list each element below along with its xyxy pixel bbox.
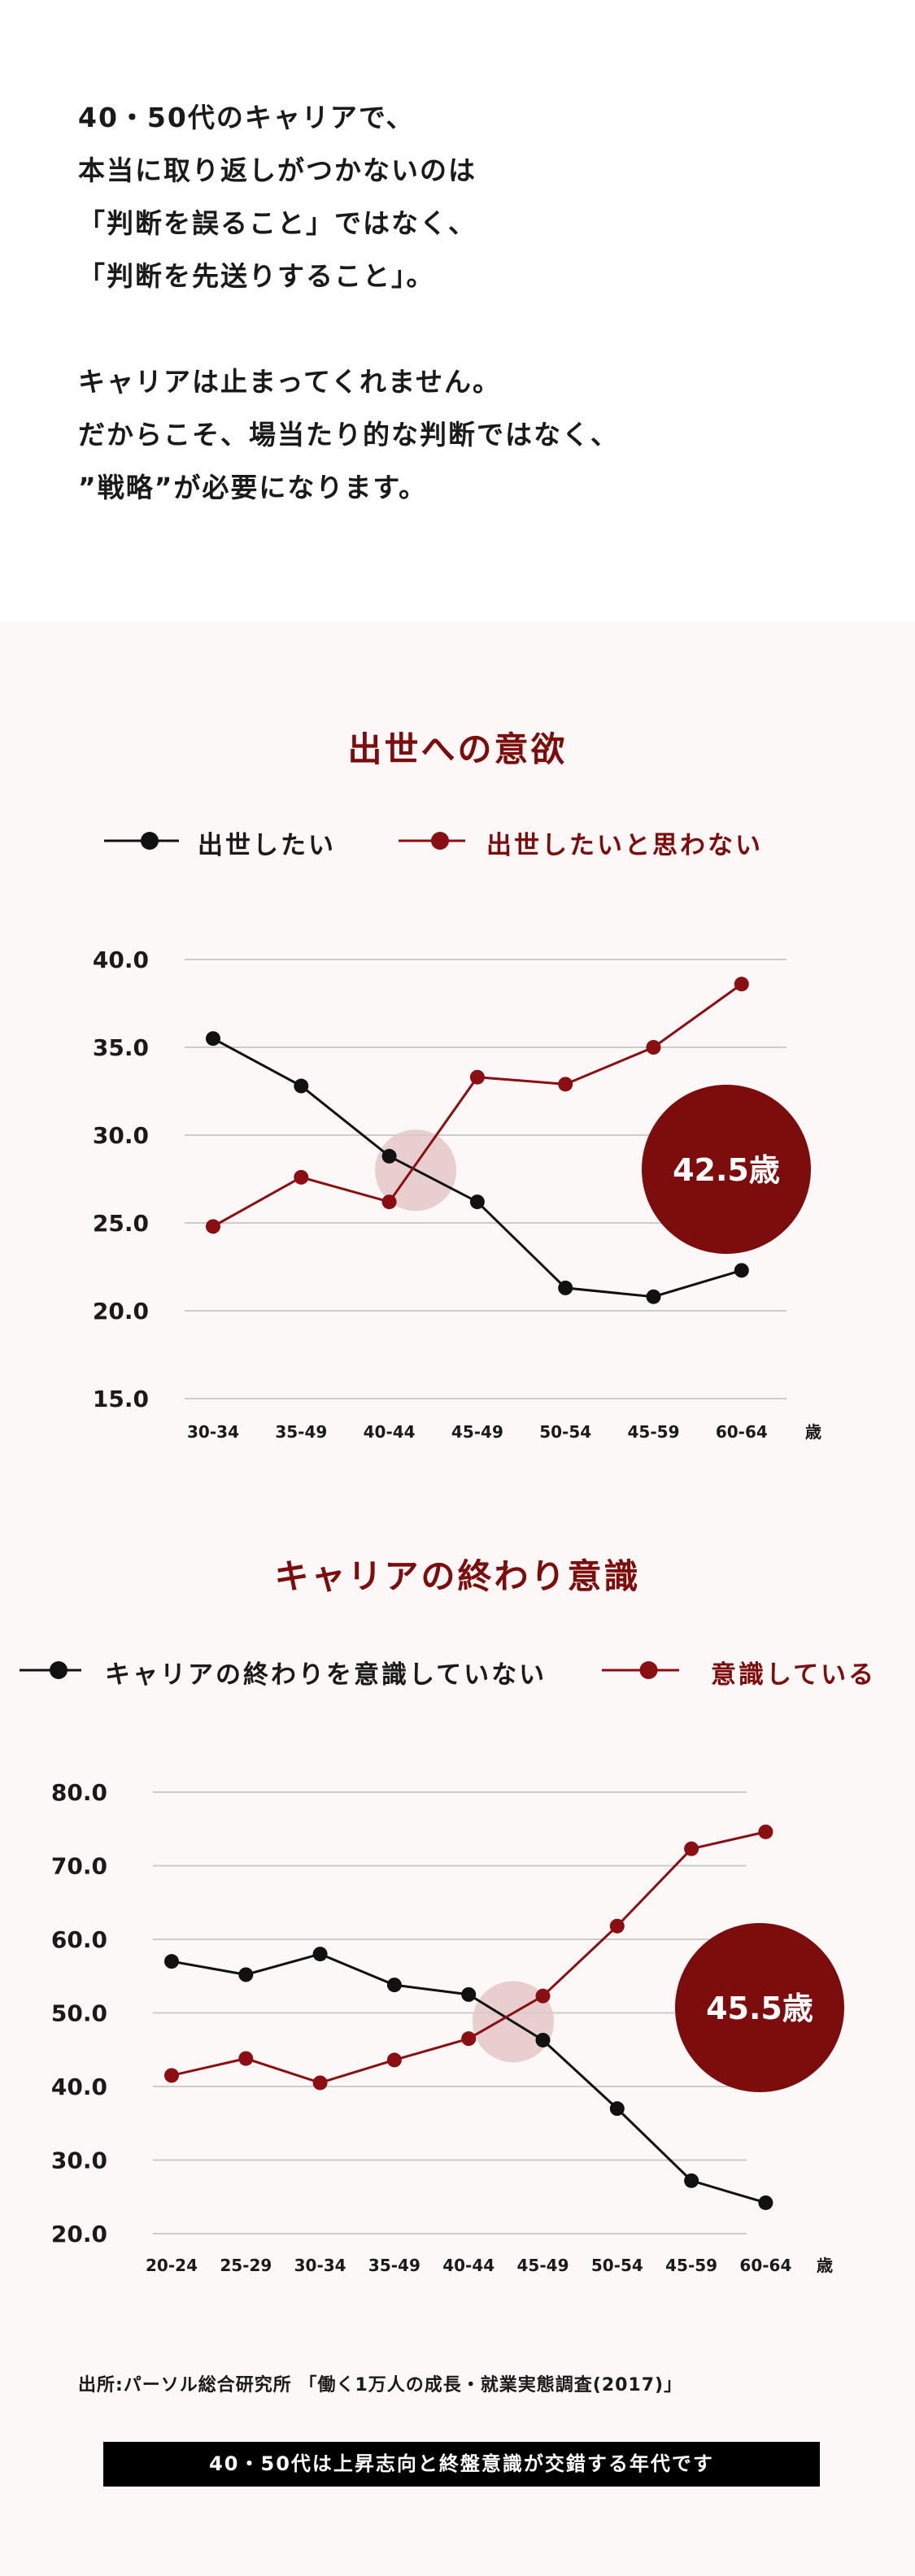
chart-panel [0,622,915,2576]
chart1-series-1-point [381,1148,397,1164]
chart1-series-2-point [734,977,749,992]
chart1-legend-marker-1 [141,832,159,850]
summary-banner: 40・50代は上昇志向と終盤意識が交錯する年代です [103,2442,820,2487]
chart2-x-tick-label: 35-49 [368,2256,420,2275]
chart1-series-1-point [206,1031,220,1046]
chart1-x-tick-label: 45-49 [451,1422,503,1442]
chart1-x-tick-label: 30-34 [187,1422,239,1442]
source-note: 出所:パーソル総合研究所 「働く1万人の成長・就業実態調査(2017)」 [78,2375,683,2395]
chart2-legend-label-black: キャリアの終わりを意識していない [105,1660,547,1690]
chart2-legend-label-red: 意識している [711,1660,877,1690]
chart1-series-2-point [646,1040,661,1055]
chart2-series-2-point [461,2031,477,2047]
chart2-x-tick-label: 45-59 [665,2256,717,2275]
chart1-y-tick-label: 25.0 [93,1210,149,1237]
chart2-y-tick-label: 80.0 [51,1779,107,1806]
chart2-series-1-point [312,1947,328,1962]
intro-text: 40・50代のキャリアで、 本当に取り返しがつかないのは 「判断を誤ること」では… [78,91,619,514]
chart1-age-badge [642,1085,811,1254]
chart1-x-tick-label: 60-64 [716,1422,768,1442]
intro-line: 本当に取り返しがつかないのは [78,154,477,186]
chart2-x-unit-label: 歳 [817,2256,833,2275]
chart1-x-unit-label: 歳 [805,1422,821,1442]
chart1-series-1-point [558,1280,573,1295]
chart1-series-2-point [381,1194,397,1210]
chart2-y-tick-label: 30.0 [51,2147,107,2174]
chart1-x-tick-label: 35-49 [275,1422,327,1442]
chart2-series-1-point [461,1986,477,2002]
chart2-series-2-point [238,2051,254,2066]
chart2-x-tick-label: 45-49 [517,2256,569,2275]
chart1-series-1-point [469,1194,485,1210]
chart2-y-tick-label: 60.0 [51,1926,107,1953]
chart2-x-tick-label: 25-29 [220,2256,272,2275]
chart2-series-1-point [609,2101,625,2117]
chart1-y-tick-label: 20.0 [93,1298,149,1325]
chart2-series-2-point [312,2075,328,2091]
chart1-age-badge-label: 42.5歳 [673,1152,780,1188]
chart2-y-tick-label: 50.0 [51,2000,107,2027]
chart1-y-tick-label: 30.0 [93,1122,149,1149]
intro-line: 「判断を先送りすること」。 [78,260,435,292]
chart2-age-badge [675,1923,844,2092]
chart1-series-2-point [206,1219,220,1234]
chart1-series-1-point [734,1263,749,1278]
chart2-series-1-point [164,1954,179,1969]
chart1-series-1-point [294,1078,309,1094]
intro-line: キャリアは止まってくれません。 [78,366,502,398]
chart2-x-tick-label: 30-34 [294,2256,346,2275]
chart2-title: キャリアの終わり意識 [274,1556,641,1596]
chart2-series-2-point [609,1918,625,1934]
chart2-x-tick-label: 60-64 [739,2256,791,2275]
chart2-legend-marker-2 [639,1661,658,1679]
chart1-legend-label-red: 出世したいと思わない [486,831,763,860]
intro-line: ”戦略”が必要になります。 [78,472,428,503]
chart2-series-2-point [164,2068,179,2083]
chart1-y-tick-label: 15.0 [93,1386,149,1412]
chart2-series-1-point [386,1978,402,1993]
chart2-x-tick-label: 20-24 [146,2256,198,2275]
chart2-series-1-point [758,2195,773,2210]
intro-line: 「判断を誤ること」ではなく、 [78,207,477,239]
chart2-y-tick-label: 20.0 [51,2221,107,2247]
chart1-legend-label-black: 出世したい [198,831,336,860]
chart2-legend-marker-1 [50,1661,68,1679]
intro-section: 40・50代のキャリアで、 本当に取り返しがつかないのは 「判断を誤ること」では… [0,0,915,622]
chart2-y-tick-label: 70.0 [51,1853,107,1880]
chart1-series-2-point [294,1169,309,1185]
chart2-series-2-point [535,1988,551,2004]
chart2-age-badge-label: 45.5歳 [706,1991,813,2026]
chart2-x-tick-label: 50-54 [591,2256,643,2275]
chart1-legend-marker-2 [431,832,449,850]
chart1-series-1-point [646,1289,661,1304]
chart1-x-tick-label: 40-44 [364,1422,416,1442]
chart2-x-tick-label: 40-44 [442,2256,495,2275]
intro-line: 40・50代のキャリアで、 [78,102,415,133]
chart1-y-tick-label: 40.0 [93,946,149,973]
chart2-series-1-point [535,2032,551,2047]
chart1-x-tick-label: 50-54 [539,1422,591,1442]
chart2-y-tick-label: 40.0 [51,2073,107,2100]
chart2-series-1-point [238,1967,254,1982]
chart2-series-2-point [758,1824,773,1839]
chart1-title: 出世への意欲 [347,729,568,769]
chart1-series-2-point [558,1077,573,1092]
chart2-series-2-point [386,2052,402,2068]
intro-line: だからこそ、場当たり的な判断ではなく、 [78,419,619,450]
chart1-y-tick-label: 35.0 [93,1034,149,1061]
chart1-x-tick-label: 45-59 [628,1422,680,1442]
chart1-series-2-point [469,1069,485,1085]
chart2-series-1-point [684,2173,699,2188]
chart2-series-2-point [684,1841,699,1856]
